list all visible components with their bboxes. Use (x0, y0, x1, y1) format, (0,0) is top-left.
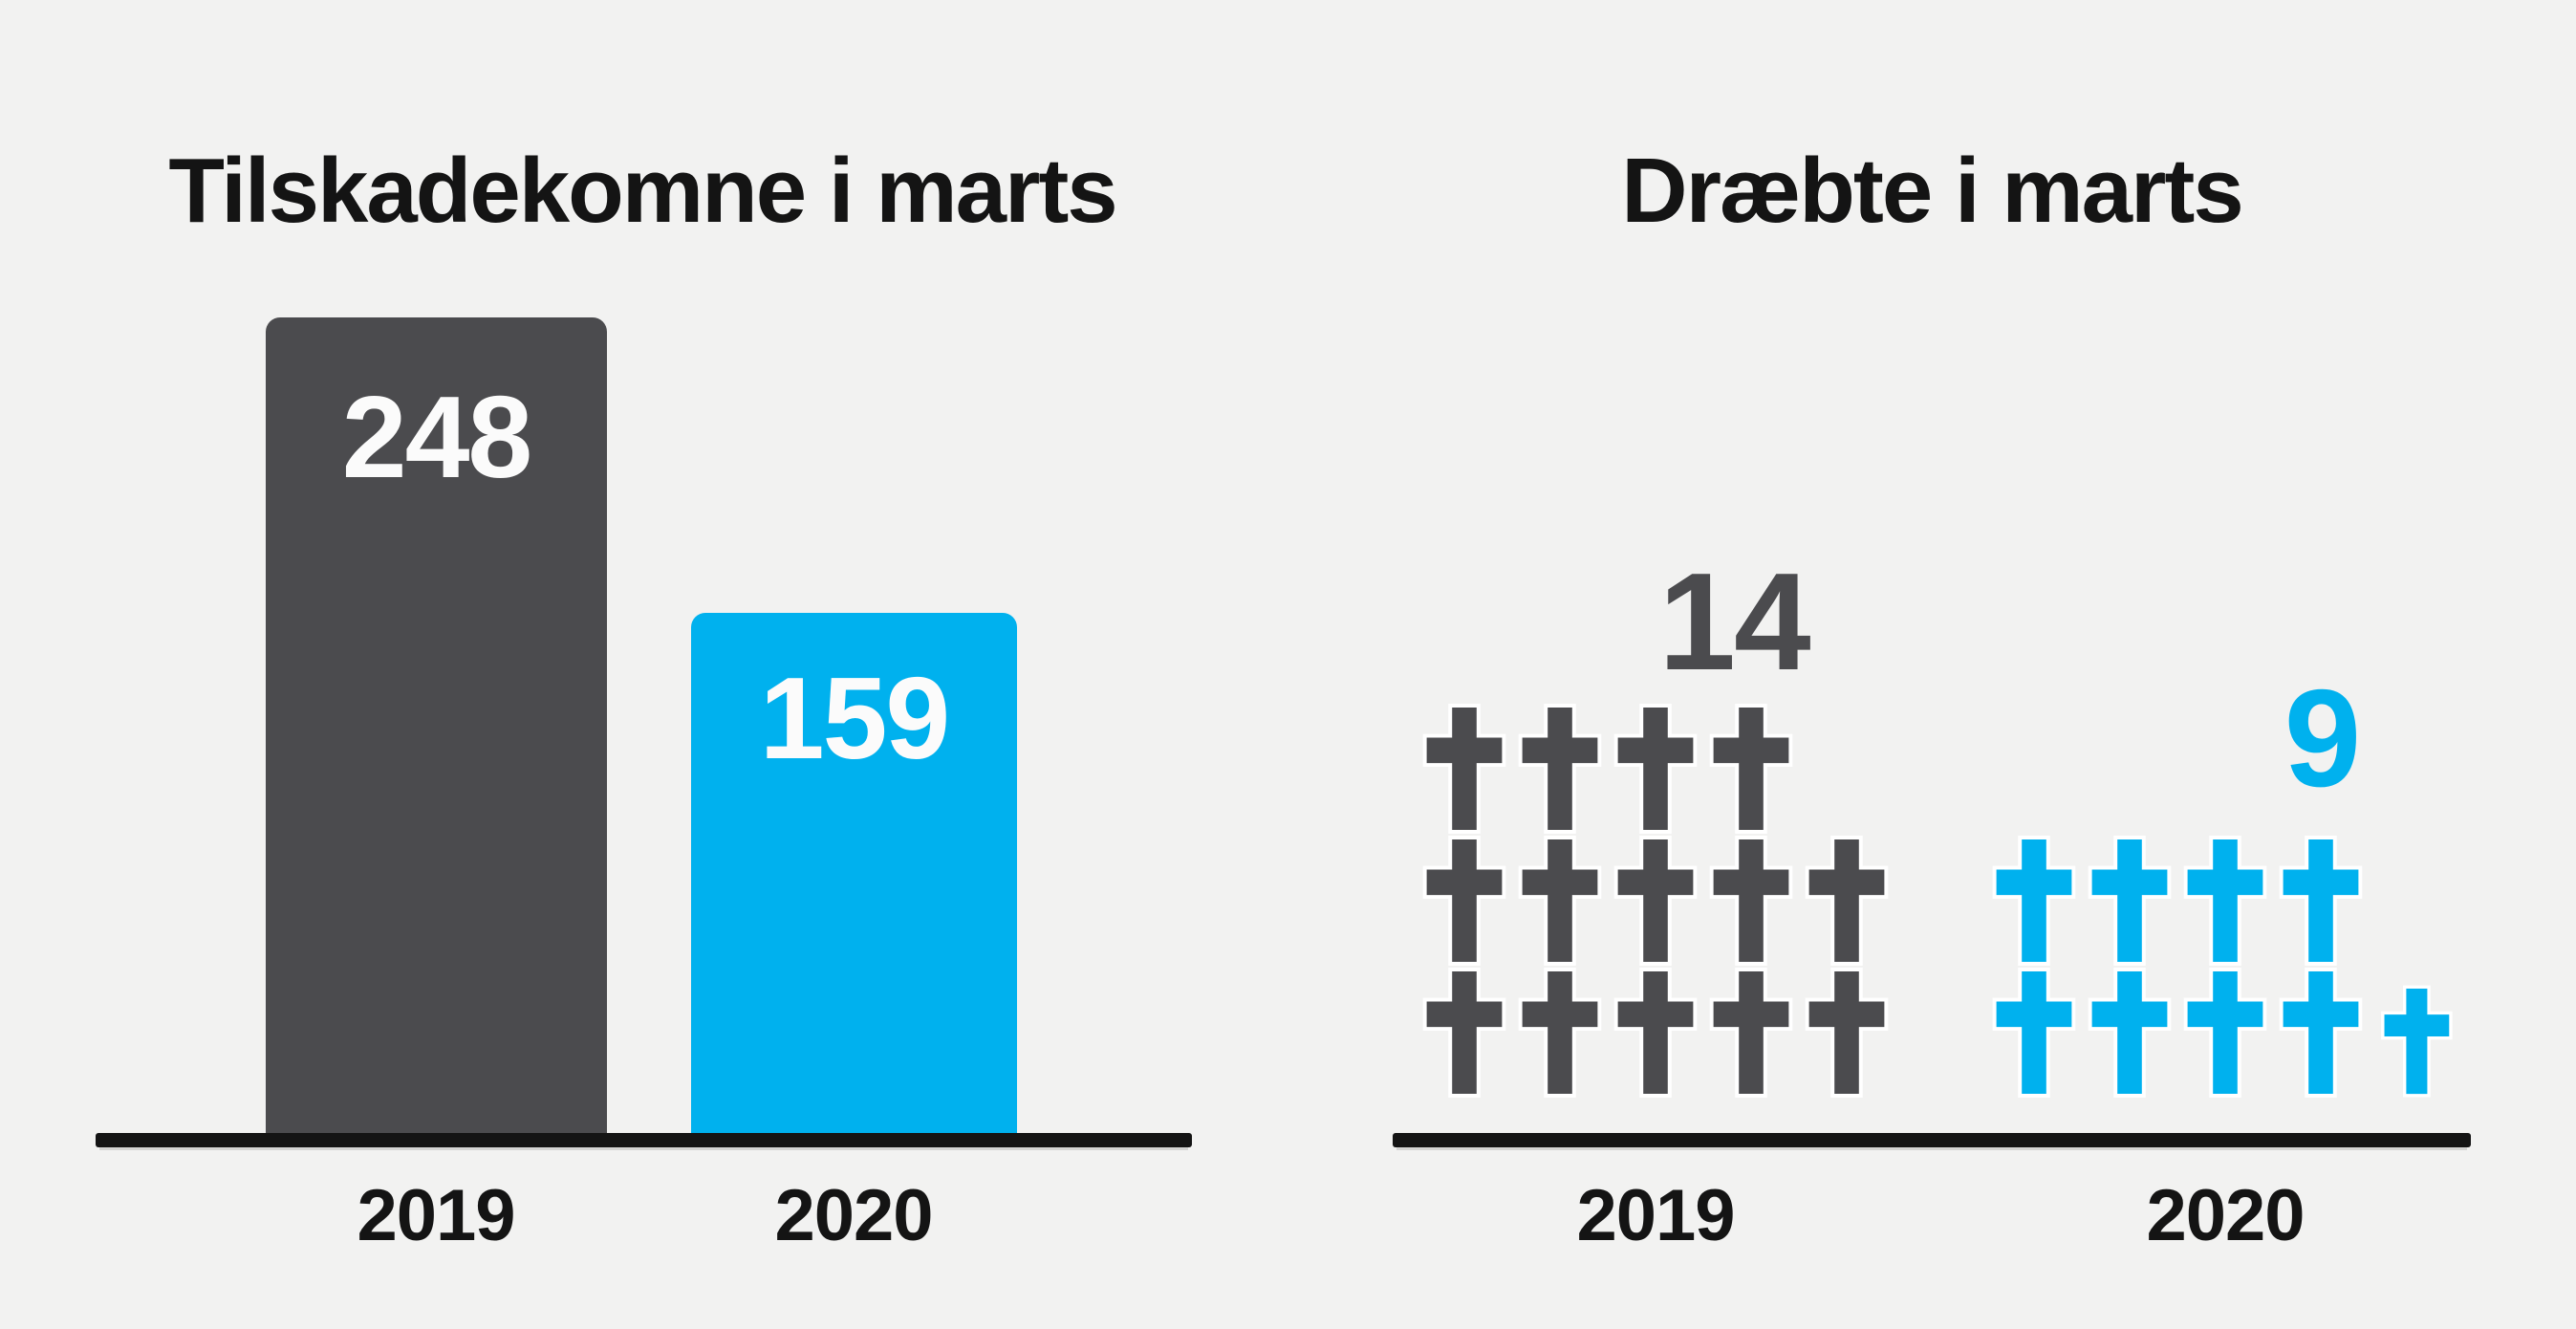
cross-icon (1422, 968, 1506, 1098)
left-year-label-2019: 2019 (357, 1175, 515, 1256)
cross-icon (2088, 968, 2172, 1098)
cross-icon (2279, 968, 2363, 1098)
killed-2020-count: 9 (2284, 661, 2362, 816)
right-year-label-2020: 2020 (2146, 1175, 2305, 1256)
bar-2019-value: 248 (341, 372, 533, 502)
cross-icon (2380, 985, 2453, 1098)
cross-icon (1709, 704, 1793, 834)
cross-icon (1992, 968, 2076, 1098)
cross-icon (1992, 836, 2076, 966)
cross-icon (1709, 968, 1793, 1098)
cross-icon (2279, 836, 2363, 966)
cross-group-2019 (1422, 704, 1904, 1098)
cross-icon (1613, 704, 1698, 834)
cross-icon (1613, 968, 1698, 1098)
cross-group-2020 (1992, 836, 2474, 1098)
killed-2019-count: 14 (1658, 544, 1810, 699)
cross-icon (2183, 968, 2267, 1098)
bar-2020-injured: 159 (691, 613, 1017, 1147)
cross-icon (2183, 836, 2267, 966)
right-year-label-2019: 2019 (1576, 1175, 1735, 1256)
cross-icon (1422, 704, 1506, 834)
cross-icon (1422, 836, 1506, 966)
cross-icon (1518, 704, 1602, 834)
cross-icon (1805, 968, 1889, 1098)
bar-2020-value: 159 (759, 653, 951, 783)
cross-icon (2088, 836, 2172, 966)
injured-chart-title: Tilskadekomne i marts (168, 140, 1117, 243)
killed-chart-title: Dræbte i marts (1621, 140, 2244, 243)
left-year-label-2020: 2020 (774, 1175, 933, 1256)
cross-icon (1518, 968, 1602, 1098)
cross-icon (1805, 836, 1889, 966)
right-x-axis (1393, 1133, 2471, 1147)
bar-2019-injured: 248 (266, 317, 607, 1147)
left-x-axis (96, 1133, 1192, 1147)
cross-icon (1613, 836, 1698, 966)
cross-icon (1709, 836, 1793, 966)
cross-icon (1518, 836, 1602, 966)
